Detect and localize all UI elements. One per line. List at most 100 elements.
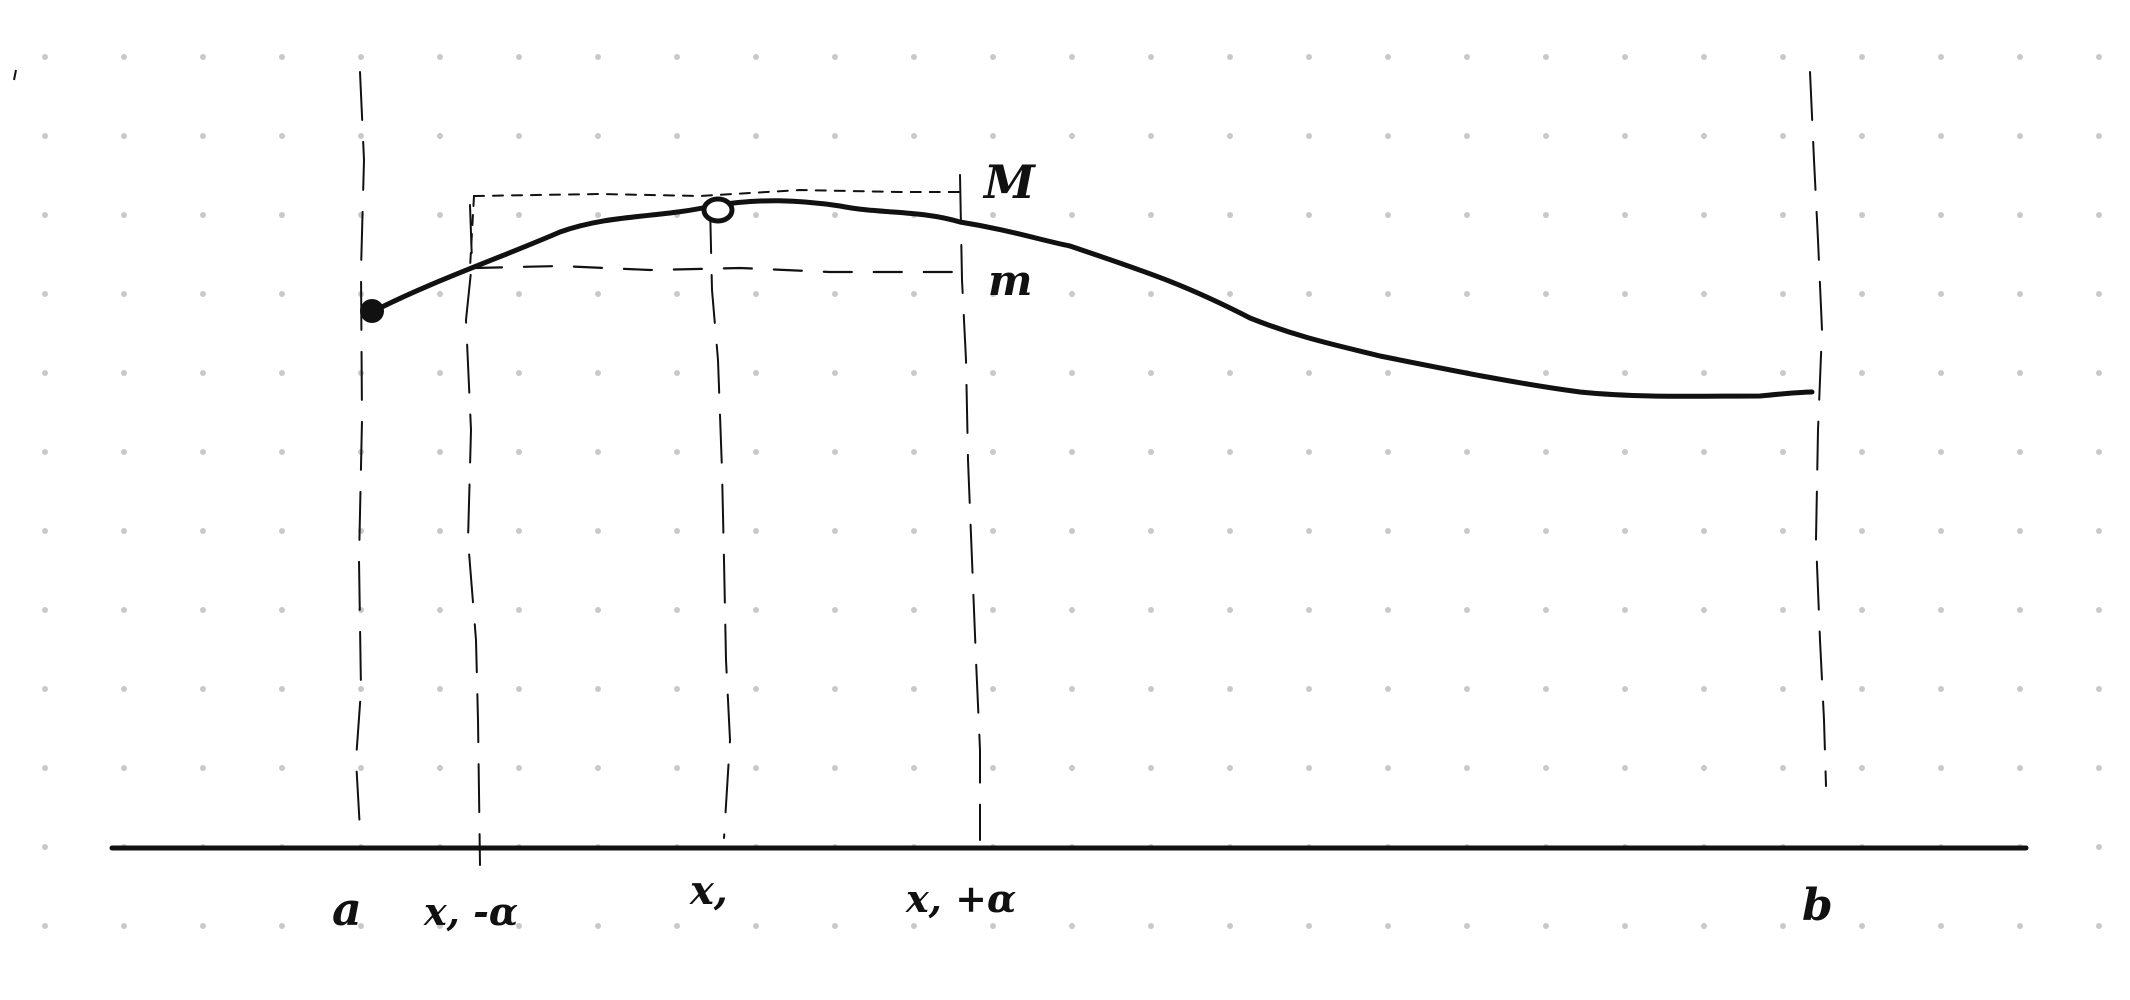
grid-dot <box>1780 528 1786 534</box>
grid-dot <box>1385 607 1391 613</box>
grid-dot <box>1464 923 1470 929</box>
grid-dot <box>1859 528 1865 534</box>
grid-dot <box>200 370 206 376</box>
grid-dot <box>1859 607 1865 613</box>
grid-dot <box>200 212 206 218</box>
grid-dot <box>1701 528 1707 534</box>
grid-dot <box>990 765 996 771</box>
grid-dot <box>674 686 680 692</box>
grid-dot <box>1859 54 1865 60</box>
label-x1-minus-alpha: x, -α <box>423 889 518 934</box>
grid-dot <box>121 212 127 218</box>
grid-dot <box>200 133 206 139</box>
grid-dot <box>753 54 759 60</box>
grid-dot <box>437 607 443 613</box>
grid-dot <box>1543 607 1549 613</box>
label-M: M <box>982 155 1037 209</box>
grid-dot <box>832 449 838 455</box>
grid-dot <box>1780 133 1786 139</box>
grid-dot <box>1227 291 1233 297</box>
grid-dot <box>1622 54 1628 60</box>
grid-dot <box>1543 923 1549 929</box>
grid-dot <box>911 686 917 692</box>
grid-dot <box>1464 765 1470 771</box>
grid-dot <box>42 54 48 60</box>
grid-dot <box>121 923 127 929</box>
grid-dot <box>1938 686 1944 692</box>
grid-dot <box>990 923 996 929</box>
grid-dot <box>200 449 206 455</box>
grid-dot <box>2096 528 2102 534</box>
grid-dot <box>1622 370 1628 376</box>
grid-dot <box>832 765 838 771</box>
stray-mark <box>13 69 17 81</box>
grid-dot <box>279 765 285 771</box>
grid-dot <box>1701 923 1707 929</box>
grid-dot <box>516 212 522 218</box>
grid-dot <box>200 528 206 534</box>
grid-dot <box>753 686 759 692</box>
grid-dot <box>911 528 917 534</box>
grid-dot <box>595 54 601 60</box>
grid-dot <box>2017 370 2023 376</box>
grid-dot <box>437 212 443 218</box>
grid-dot <box>1622 686 1628 692</box>
grid-dot <box>595 449 601 455</box>
grid-dot <box>2096 765 2102 771</box>
label-b: b <box>1802 880 1833 931</box>
grid-dot <box>1622 607 1628 613</box>
grid-dot <box>1543 528 1549 534</box>
grid-dot <box>437 370 443 376</box>
grid-dot <box>1622 923 1628 929</box>
grid-dot <box>1385 686 1391 692</box>
grid-dot <box>1701 291 1707 297</box>
grid-dot <box>753 370 759 376</box>
grid-dot <box>121 291 127 297</box>
grid-dot <box>1780 923 1786 929</box>
grid-dot <box>753 528 759 534</box>
grid-dot <box>1385 291 1391 297</box>
grid-dot <box>42 686 48 692</box>
grid-dot <box>832 291 838 297</box>
grid-dot <box>753 212 759 218</box>
grid-dot <box>1227 923 1233 929</box>
grid-dot <box>279 923 285 929</box>
grid-dot <box>1622 528 1628 534</box>
grid-dot <box>2017 291 2023 297</box>
grid-dot <box>595 133 601 139</box>
grid-dot <box>990 449 996 455</box>
grid-dot <box>121 528 127 534</box>
grid-dot <box>1227 607 1233 613</box>
grid-dot <box>1543 765 1549 771</box>
grid-dot <box>516 765 522 771</box>
grid-dot <box>990 528 996 534</box>
grid-dot <box>1938 133 1944 139</box>
grid-dot <box>2096 370 2102 376</box>
grid-dot <box>990 212 996 218</box>
grid-dot <box>2096 291 2102 297</box>
grid-dot <box>121 449 127 455</box>
grid-dot <box>1385 212 1391 218</box>
grid-dot <box>1780 449 1786 455</box>
grid-dot <box>200 686 206 692</box>
grid-dot <box>832 607 838 613</box>
grid-dot <box>1385 133 1391 139</box>
grid-dot <box>1859 923 1865 929</box>
grid-dot <box>200 54 206 60</box>
grid-dot <box>1464 133 1470 139</box>
grid-dot <box>2096 923 2102 929</box>
grid-dot <box>674 54 680 60</box>
grid-dot <box>1464 212 1470 218</box>
grid-dot <box>674 133 680 139</box>
grid-dot <box>1938 528 1944 534</box>
grid-dot <box>516 607 522 613</box>
grid-dot <box>911 449 917 455</box>
grid-dot <box>1464 291 1470 297</box>
label-m: m <box>988 256 1032 305</box>
grid-dot <box>2017 765 2023 771</box>
grid-dot <box>753 923 759 929</box>
grid-dot <box>516 923 522 929</box>
grid-dot <box>1148 449 1154 455</box>
grid-dot <box>121 54 127 60</box>
